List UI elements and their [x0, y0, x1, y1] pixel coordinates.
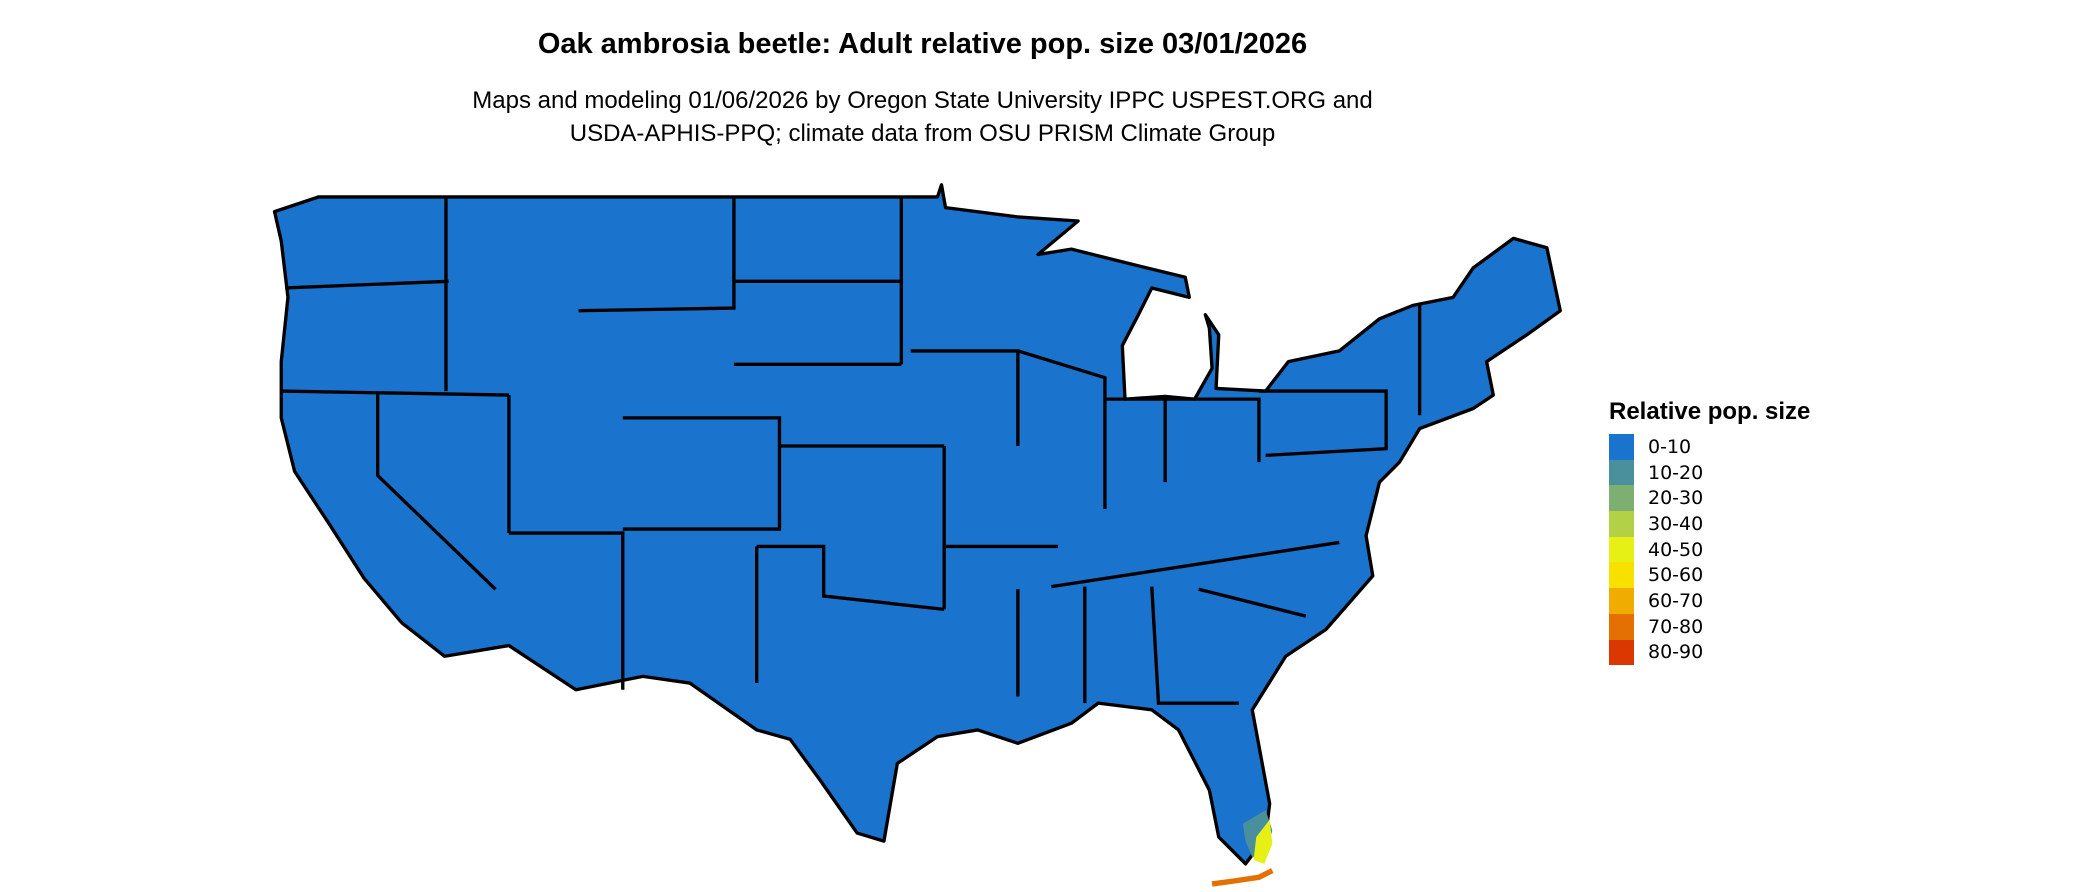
legend-label: 70-80 [1648, 615, 1704, 638]
legend-swatch [1609, 562, 1634, 589]
legend: Relative pop. size 0-10 10-20 20-30 30-40 40… [1609, 398, 1811, 666]
legend-item: 0-10 [1609, 434, 1810, 460]
map-title: Oak ambrosia beetle: Adult relative pop.… [537, 28, 1308, 60]
legend-item: 40-50 [1609, 536, 1810, 563]
legend-swatch [1609, 613, 1634, 640]
legend-item: 80-90 [1609, 639, 1810, 666]
legend-swatch [1609, 511, 1634, 537]
legend-label: 40-50 [1648, 538, 1704, 561]
legend-swatch [1609, 434, 1634, 460]
legend-item: 60-70 [1609, 588, 1810, 614]
legend-swatch [1609, 459, 1634, 486]
legend-label: 10-20 [1648, 461, 1704, 484]
map-subtitle: Maps and modeling 01/06/2026 by Oregon S… [0, 84, 1845, 150]
state-borders [281, 196, 1422, 705]
legend-swatch [1609, 588, 1634, 614]
subtitle-line-2: USDA-APHIS-PPQ; climate data from OSU PR… [569, 120, 1276, 147]
legend-label: 50-60 [1648, 564, 1704, 587]
legend-item: 10-20 [1609, 459, 1810, 486]
florida-hotspot [1211, 810, 1274, 887]
legend-label: 30-40 [1648, 512, 1704, 535]
legend-label: 80-90 [1648, 641, 1704, 664]
legend-items: 0-10 10-20 20-30 30-40 40-50 50-60 60-70 70-80 8… [1609, 434, 1810, 666]
legend-label: 0-10 [1648, 435, 1692, 458]
legend-title: Relative pop. size [1609, 398, 1811, 425]
legend-swatch [1609, 536, 1634, 563]
legend-label: 60-70 [1648, 589, 1704, 612]
legend-label: 20-30 [1648, 487, 1704, 510]
legend-item: 50-60 [1609, 562, 1810, 589]
legend-swatch [1609, 485, 1634, 512]
legend-item: 30-40 [1609, 511, 1810, 537]
legend-item: 20-30 [1609, 485, 1810, 512]
legend-item: 70-80 [1609, 613, 1810, 640]
subtitle-line-1: Maps and modeling 01/06/2026 by Oregon S… [472, 87, 1373, 114]
us-outline [272, 183, 1562, 866]
legend-swatch [1609, 639, 1634, 666]
